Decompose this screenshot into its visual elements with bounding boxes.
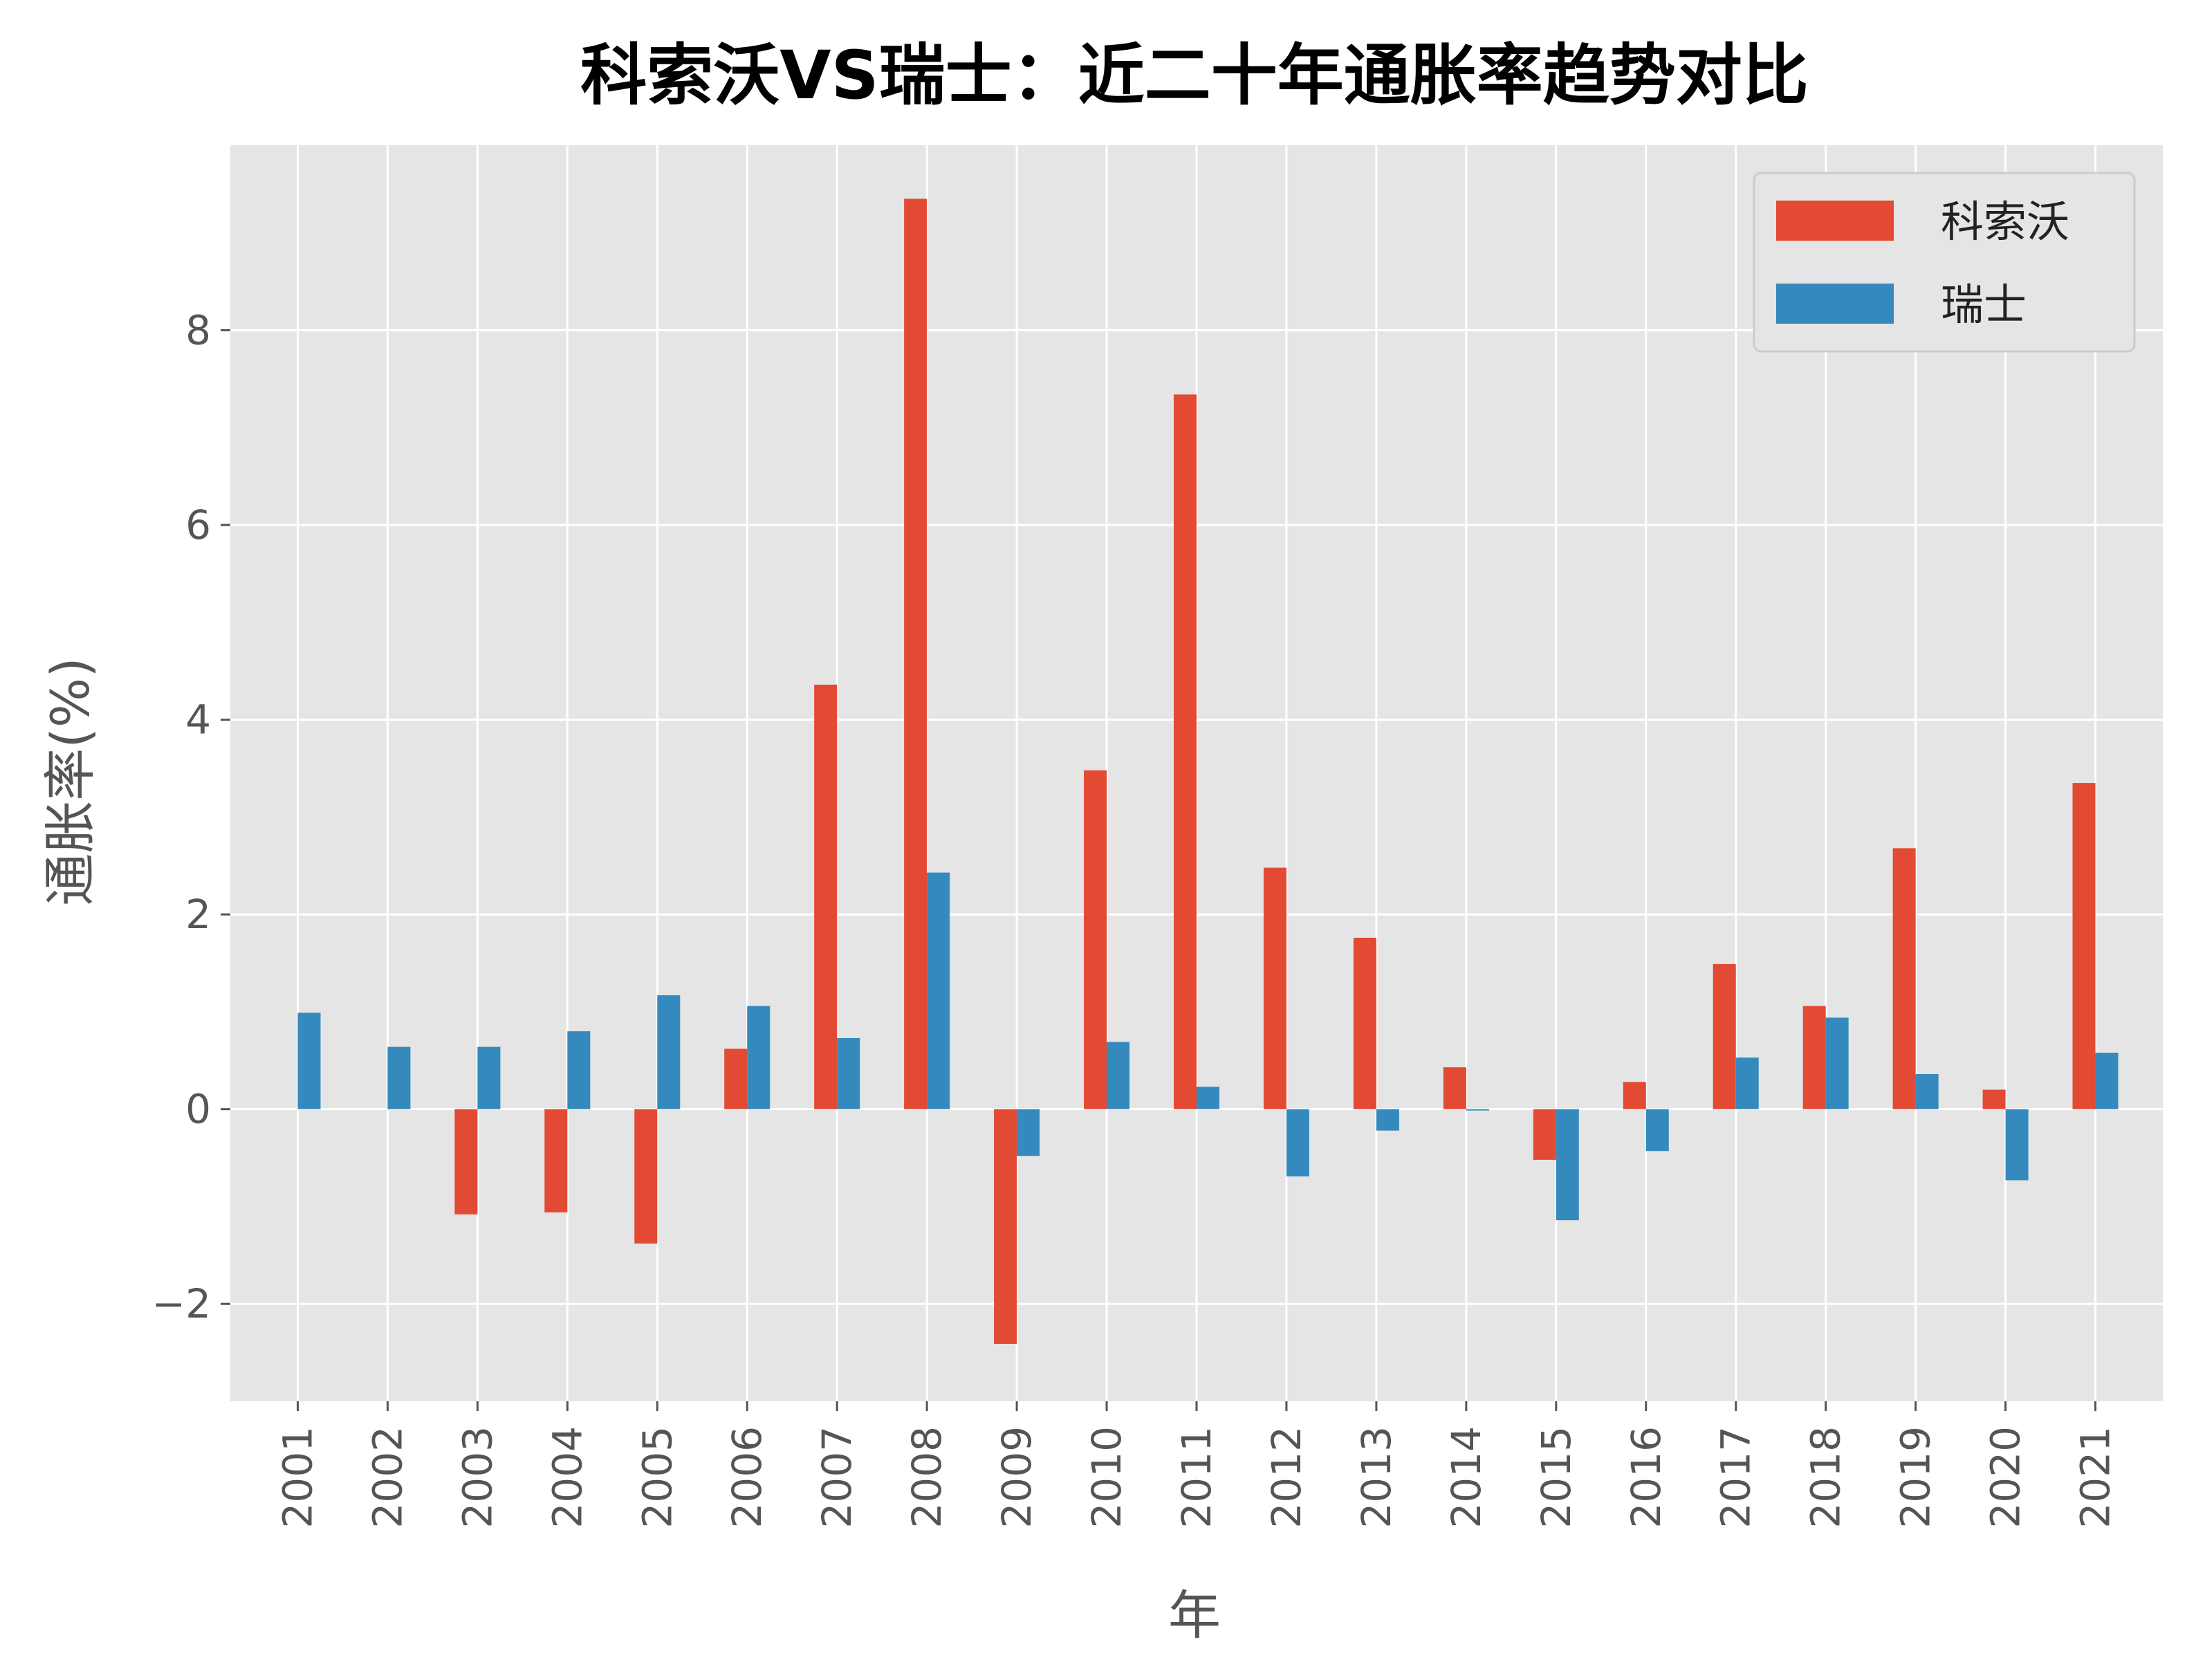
chart-title: 科索沃VS瑞士：近二十年通胀率趋势对比 xyxy=(580,37,1808,114)
bar-switzerland-2004 xyxy=(567,1031,591,1109)
bar-kosovo-2018 xyxy=(1802,1006,1826,1109)
bar-switzerland-2010 xyxy=(1107,1042,1130,1109)
y-tick-label: 2 xyxy=(185,891,211,938)
bar-switzerland-2019 xyxy=(1915,1073,1939,1109)
bar-kosovo-2016 xyxy=(1623,1082,1646,1109)
bar-switzerland-2006 xyxy=(747,1006,771,1109)
legend-label-switzerland: 瑞士 xyxy=(1941,279,2027,330)
bar-switzerland-2002 xyxy=(387,1046,411,1109)
bar-kosovo-2021 xyxy=(2072,783,2096,1109)
x-tick-label: 2008 xyxy=(903,1426,950,1529)
x-tick-label: 2011 xyxy=(1173,1426,1220,1529)
bar-kosovo-2015 xyxy=(1533,1109,1556,1160)
x-axis-label: 年 xyxy=(1168,1585,1221,1646)
x-tick-label: 2013 xyxy=(1353,1426,1400,1529)
bar-kosovo-2014 xyxy=(1443,1067,1466,1109)
x-tick-label: 2020 xyxy=(1982,1426,2029,1529)
x-tick-label: 2012 xyxy=(1263,1426,1310,1529)
bar-kosovo-2013 xyxy=(1353,937,1376,1109)
bar-switzerland-2015 xyxy=(1556,1109,1579,1221)
y-tick-label: 8 xyxy=(185,306,211,353)
bar-switzerland-2009 xyxy=(1017,1109,1040,1156)
bar-switzerland-2001 xyxy=(297,1013,321,1109)
x-tick-label: 2005 xyxy=(634,1426,681,1529)
y-axis-label: 通胀率(%) xyxy=(39,657,101,906)
y-tick-label: 4 xyxy=(185,696,211,744)
bar-switzerland-2013 xyxy=(1376,1109,1399,1131)
bar-kosovo-2004 xyxy=(544,1109,568,1212)
x-tick-label: 2017 xyxy=(1713,1426,1760,1529)
x-tick-label: 2007 xyxy=(813,1426,860,1529)
x-tick-label: 2015 xyxy=(1533,1426,1580,1529)
legend: 科索沃 瑞士 xyxy=(1753,172,2136,353)
y-tick-label: −2 xyxy=(152,1280,212,1327)
bar-kosovo-2012 xyxy=(1263,867,1286,1109)
bar-switzerland-2021 xyxy=(2095,1053,2119,1109)
bar-kosovo-2006 xyxy=(724,1049,748,1109)
bar-kosovo-2011 xyxy=(1174,394,1197,1109)
x-tick-label: 2002 xyxy=(364,1426,411,1529)
axis-ticks: −2 0 2 4 6 8 2001 2002 2003 2004 2005 2006 2007 2008 2… xyxy=(152,306,2119,1528)
legend-label-kosovo: 科索沃 xyxy=(1941,196,2069,247)
bar-kosovo-2020 xyxy=(1982,1089,2006,1109)
bar-switzerland-2020 xyxy=(2005,1109,2029,1181)
bar-switzerland-2005 xyxy=(657,995,681,1109)
bar-switzerland-2017 xyxy=(1735,1058,1759,1109)
x-tick-label: 2006 xyxy=(723,1426,771,1529)
bar-kosovo-2009 xyxy=(994,1109,1017,1344)
bars xyxy=(297,199,2119,1344)
bar-switzerland-2007 xyxy=(837,1037,860,1109)
x-tick-label: 2018 xyxy=(1802,1426,1849,1529)
x-tick-label: 2021 xyxy=(2072,1426,2119,1529)
bar-kosovo-2005 xyxy=(634,1109,658,1244)
bar-switzerland-2016 xyxy=(1645,1109,1669,1152)
bar-kosovo-2010 xyxy=(1084,770,1107,1109)
legend-swatch-switzerland xyxy=(1776,284,1894,324)
x-tick-label: 2004 xyxy=(544,1426,591,1529)
x-tick-label: 2019 xyxy=(1892,1426,1939,1529)
y-tick-label: 6 xyxy=(185,501,211,548)
legend-swatch-kosovo xyxy=(1776,201,1894,241)
bar-kosovo-2017 xyxy=(1713,963,1736,1109)
bar-switzerland-2011 xyxy=(1197,1087,1219,1109)
bar-switzerland-2012 xyxy=(1286,1109,1309,1176)
x-tick-label: 2010 xyxy=(1083,1426,1130,1529)
bar-switzerland-2018 xyxy=(1825,1017,1849,1109)
bar-kosovo-2008 xyxy=(904,199,928,1109)
bar-switzerland-2003 xyxy=(477,1046,501,1109)
x-tick-label: 2001 xyxy=(274,1426,321,1529)
y-tick-label: 0 xyxy=(185,1086,211,1133)
x-tick-label: 2014 xyxy=(1443,1426,1490,1529)
bar-kosovo-2019 xyxy=(1892,848,1916,1109)
x-tick-label: 2016 xyxy=(1623,1426,1670,1529)
bar-kosovo-2003 xyxy=(454,1109,478,1215)
x-tick-label: 2003 xyxy=(454,1426,501,1529)
bar-switzerland-2008 xyxy=(927,872,950,1109)
bar-kosovo-2007 xyxy=(814,684,838,1109)
bar-switzerland-2014 xyxy=(1466,1109,1489,1111)
x-tick-label: 2009 xyxy=(993,1426,1040,1529)
